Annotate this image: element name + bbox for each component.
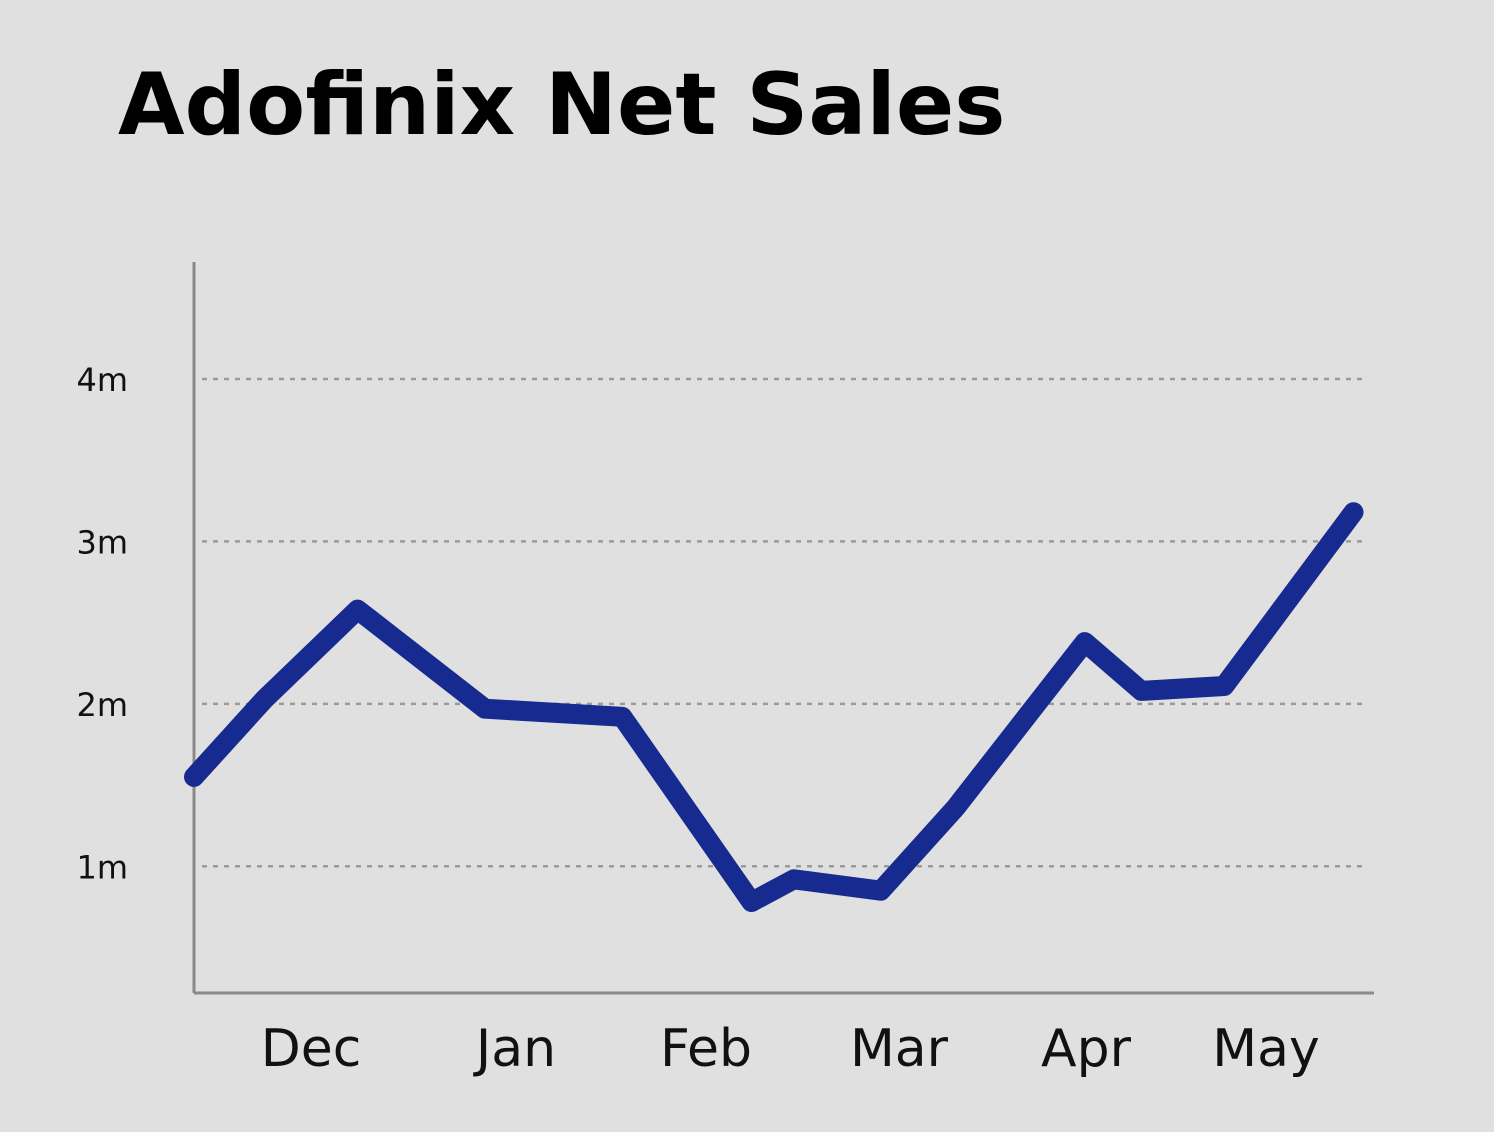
y-tick-label-1m: 1m xyxy=(76,848,128,886)
y-tick-label-2m: 2m xyxy=(76,686,128,724)
x-tick-label-may: May xyxy=(1212,1019,1320,1079)
axes xyxy=(192,262,1374,995)
x-tick-label-dec: Dec xyxy=(261,1019,362,1079)
y-tick-label-4m: 4m xyxy=(76,361,128,399)
chart-title: Adofinix Net Sales xyxy=(118,55,1006,155)
x-tick-label-feb: Feb xyxy=(660,1019,752,1079)
series-layer xyxy=(184,502,1364,912)
x-tick-label-jan: Jan xyxy=(473,1019,556,1079)
x-tick-label-apr: Apr xyxy=(1041,1019,1132,1079)
x-tick-label-mar: Mar xyxy=(850,1019,949,1079)
gridlines xyxy=(202,377,1364,868)
y-tick-label-3m: 3m xyxy=(76,523,128,561)
y-axis-tick-labels: 1m 2m 3m 4m xyxy=(76,361,128,886)
series-line-0 xyxy=(184,502,1364,912)
x-axis-tick-labels: Dec Jan Feb Mar Apr May xyxy=(261,1019,1320,1079)
